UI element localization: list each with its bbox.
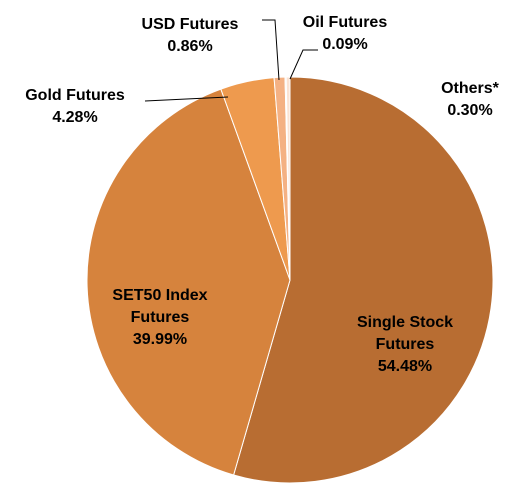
slice-label: USD Futures 0.86% xyxy=(135,14,245,58)
leader-line xyxy=(289,49,318,80)
value-label: 0.86% xyxy=(167,38,213,55)
slice-label: Single Stock Futures 54.48% xyxy=(345,312,465,378)
pie-slice xyxy=(232,76,494,484)
value-label: 0.30% xyxy=(447,102,493,119)
value-label: 54.48% xyxy=(377,358,433,375)
slice-label: Others* 0.30% xyxy=(430,78,510,122)
pie-slice xyxy=(86,88,291,476)
category-label: SET50 Index Futures xyxy=(112,287,208,326)
category-label: Single Stock Futures xyxy=(356,314,454,353)
pie-slice xyxy=(285,76,291,281)
value-label: 4.28% xyxy=(52,109,98,126)
category-label: Oil Futures xyxy=(302,14,388,31)
slice-label: Oil Futures 0.09% xyxy=(295,12,395,56)
slice-label: SET50 Index Futures 39.99% xyxy=(105,285,215,351)
leader-line xyxy=(262,19,280,81)
leader-line xyxy=(144,96,229,102)
category-label: Gold Futures xyxy=(25,87,125,104)
category-label: USD Futures xyxy=(141,16,239,33)
category-label: Others* xyxy=(441,80,499,97)
value-label: 39.99% xyxy=(132,331,188,348)
slice-label: Gold Futures 4.28% xyxy=(5,85,145,129)
value-label: 0.09% xyxy=(322,36,368,53)
